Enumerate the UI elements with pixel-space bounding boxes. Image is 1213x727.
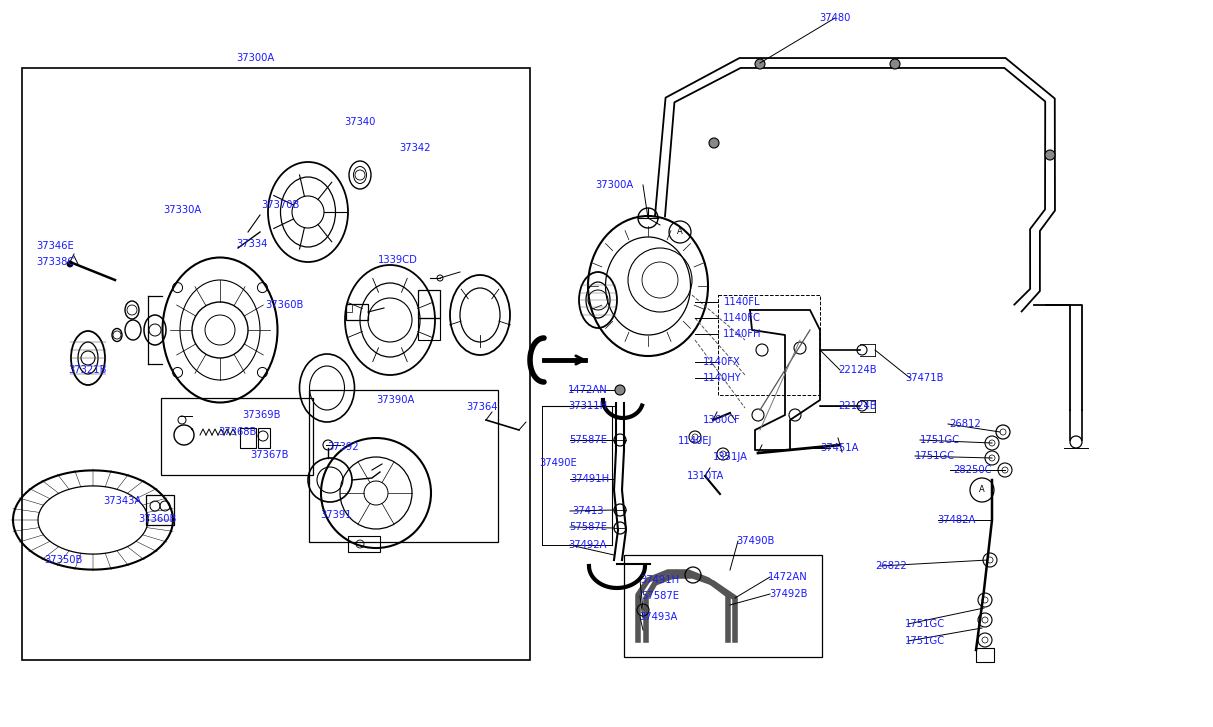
Text: 37490B: 37490B bbox=[736, 536, 774, 546]
Text: 1140FL: 1140FL bbox=[724, 297, 761, 307]
Text: 1351JA: 1351JA bbox=[712, 452, 747, 462]
Text: 37390A: 37390A bbox=[376, 395, 414, 405]
Circle shape bbox=[1046, 150, 1055, 160]
Text: 57587E: 57587E bbox=[569, 522, 606, 532]
Text: 37334: 37334 bbox=[237, 239, 268, 249]
Text: 1360CF: 1360CF bbox=[704, 415, 741, 425]
Bar bbox=[346, 304, 352, 312]
Bar bbox=[161, 398, 313, 475]
Text: 37413: 37413 bbox=[573, 506, 604, 516]
Bar bbox=[240, 428, 256, 448]
Text: 1140FX: 1140FX bbox=[704, 357, 741, 367]
Text: 37343A: 37343A bbox=[103, 496, 141, 506]
Text: 57587E: 57587E bbox=[569, 435, 606, 445]
Text: 37368B: 37368B bbox=[218, 427, 256, 437]
Text: 37300A: 37300A bbox=[594, 180, 633, 190]
Text: 26822: 26822 bbox=[875, 561, 907, 571]
Text: 1339CD: 1339CD bbox=[378, 255, 418, 265]
Text: 1472AN: 1472AN bbox=[568, 385, 608, 395]
Circle shape bbox=[67, 261, 73, 267]
Bar bbox=[258, 428, 270, 448]
Text: 37490E: 37490E bbox=[539, 458, 577, 468]
Text: 1140FH: 1140FH bbox=[723, 329, 762, 339]
Text: A: A bbox=[979, 486, 985, 494]
Bar bbox=[418, 318, 440, 340]
Circle shape bbox=[615, 385, 625, 395]
Text: A: A bbox=[677, 228, 683, 236]
Text: 1751GC: 1751GC bbox=[915, 451, 955, 461]
Text: 22124B: 22124B bbox=[838, 365, 877, 375]
Text: 37364: 37364 bbox=[466, 402, 497, 412]
Text: 37342: 37342 bbox=[399, 143, 431, 153]
Text: 1751GC: 1751GC bbox=[905, 619, 945, 629]
Text: 37300A: 37300A bbox=[235, 53, 274, 63]
Text: 1140FC: 1140FC bbox=[723, 313, 761, 323]
Bar bbox=[348, 536, 380, 552]
Text: 37340: 37340 bbox=[344, 117, 376, 127]
Text: 37491H: 37491H bbox=[640, 575, 679, 585]
Text: 37367B: 37367B bbox=[251, 450, 289, 460]
Text: 37369B: 37369B bbox=[243, 410, 281, 420]
Text: 1140EJ: 1140EJ bbox=[678, 436, 712, 446]
Text: 37482A: 37482A bbox=[936, 515, 975, 525]
Bar bbox=[22, 68, 530, 660]
Bar bbox=[623, 555, 822, 657]
Text: 37350B: 37350B bbox=[44, 555, 82, 565]
Text: 1310TA: 1310TA bbox=[688, 471, 724, 481]
Text: 37471B: 37471B bbox=[906, 373, 944, 383]
Text: 1751GC: 1751GC bbox=[919, 435, 959, 445]
Text: 37311H: 37311H bbox=[569, 401, 608, 411]
Bar bbox=[418, 290, 440, 318]
Text: 37360B: 37360B bbox=[264, 300, 303, 310]
Text: 37492A: 37492A bbox=[569, 540, 608, 550]
Text: 37346E: 37346E bbox=[36, 241, 74, 251]
Text: 57587E: 57587E bbox=[640, 591, 679, 601]
Bar bbox=[146, 495, 173, 525]
Text: 37360B: 37360B bbox=[138, 514, 176, 524]
Bar bbox=[346, 304, 368, 320]
Circle shape bbox=[710, 138, 719, 148]
Text: 37451A: 37451A bbox=[821, 443, 859, 453]
Text: 37338C: 37338C bbox=[36, 257, 74, 267]
Text: 28250C: 28250C bbox=[952, 465, 991, 475]
Text: 37370B: 37370B bbox=[261, 200, 300, 210]
Bar bbox=[976, 648, 993, 662]
Text: 1472AN: 1472AN bbox=[768, 572, 808, 582]
Text: 22124B: 22124B bbox=[838, 401, 877, 411]
Text: 1140HY: 1140HY bbox=[702, 373, 741, 383]
Text: 26812: 26812 bbox=[949, 419, 981, 429]
Text: 37330A: 37330A bbox=[163, 205, 201, 215]
Text: 37321B: 37321B bbox=[69, 365, 107, 375]
Text: 37391: 37391 bbox=[320, 510, 352, 520]
Circle shape bbox=[890, 59, 900, 69]
Text: 37480: 37480 bbox=[819, 13, 850, 23]
Text: 37492B: 37492B bbox=[770, 589, 808, 599]
Circle shape bbox=[754, 59, 765, 69]
Text: 37491H: 37491H bbox=[570, 474, 610, 484]
Text: 37392: 37392 bbox=[328, 442, 359, 452]
Text: 1751GC: 1751GC bbox=[905, 636, 945, 646]
Text: 37493A: 37493A bbox=[639, 612, 677, 622]
Bar bbox=[718, 295, 820, 395]
Bar bbox=[309, 390, 499, 542]
